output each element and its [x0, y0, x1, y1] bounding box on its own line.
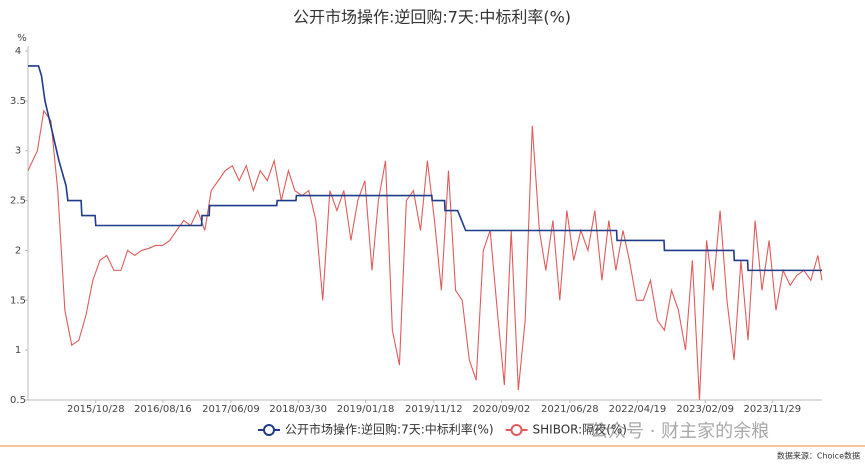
legend-label: SHIBOR:隔夜(%) [533, 422, 627, 437]
x-tick-label: 2016/08/16 [134, 404, 192, 415]
x-tick-label: 2015/10/28 [67, 404, 125, 415]
source: 数据来源：Choice数据 [777, 451, 860, 461]
x-tick-label: 2022/04/19 [609, 404, 667, 415]
y-tick-label: 1 [15, 345, 21, 356]
y-unit: % [17, 33, 27, 44]
x-tick-label: 2023/11/29 [743, 404, 801, 415]
x-tick-label: 2019/01/18 [337, 404, 395, 415]
watermark: 公众号 · 财主家的余粮 [590, 421, 769, 442]
series-line [28, 65, 822, 272]
x-tick-label: 2020/09/02 [473, 404, 531, 415]
y-tick-label: 4 [15, 46, 21, 57]
y-tick-label: 3.5 [10, 96, 26, 107]
x-tick-label: 2018/03/30 [269, 404, 327, 415]
y-tick-label: 1.5 [10, 295, 26, 306]
x-tick-label: 2021/06/28 [541, 404, 599, 415]
y-tick-label: 2 [15, 245, 21, 256]
chart-title: 公开市场操作:逆回购:7天:中标利率(%) [293, 8, 571, 27]
x-tick-label: 2023/02/09 [676, 404, 734, 415]
legend-marker [510, 424, 523, 436]
y-tick-label: 3 [15, 146, 21, 157]
series-line [27, 109, 823, 401]
y-tick-label: 0.5 [10, 395, 26, 406]
legend-marker [263, 424, 275, 436]
x-tick-label: 2017/06/09 [202, 404, 260, 415]
legend-label: 公开市场操作:逆回购:7天:中标利率(%) [285, 422, 494, 437]
x-tick-label: 2019/11/12 [405, 404, 463, 415]
y-tick-label: 2.5 [10, 196, 26, 207]
